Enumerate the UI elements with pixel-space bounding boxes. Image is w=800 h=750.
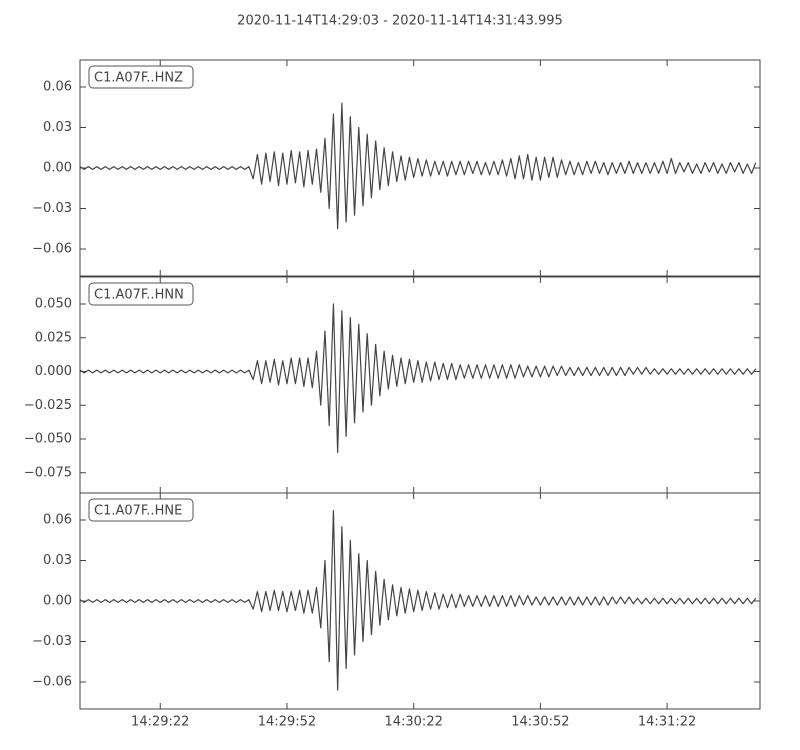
x-tick-label: 14:29:52 xyxy=(258,715,316,730)
legend-box xyxy=(88,498,194,522)
y-tick-label: 0.03 xyxy=(43,553,72,568)
y-tick-label: 0.06 xyxy=(43,513,72,528)
x-tick-label: 14:31:22 xyxy=(638,715,696,730)
legend-box xyxy=(88,282,194,306)
y-tick-label: 0.03 xyxy=(43,120,72,135)
y-tick-label: 0.050 xyxy=(35,297,72,312)
legend-label: C1.A07F..HNN xyxy=(94,288,184,303)
x-tick-label: 14:30:52 xyxy=(511,715,569,730)
y-tick-label: 0.000 xyxy=(35,364,72,379)
y-tick-label: −0.03 xyxy=(32,634,72,649)
chart-title: 2020-11-14T14:29:03 - 2020-11-14T14:31:4… xyxy=(237,14,563,29)
waveform xyxy=(79,303,757,454)
legend-label: C1.A07F..HNZ xyxy=(94,71,183,86)
y-tick-label: −0.050 xyxy=(24,432,72,447)
y-tick-label: −0.03 xyxy=(32,201,72,216)
x-tick-label: 14:30:22 xyxy=(384,715,442,730)
y-tick-label: 0.025 xyxy=(35,330,72,345)
panel-frame xyxy=(79,59,761,277)
x-tick-label: 14:29:22 xyxy=(131,715,189,730)
y-tick-label: −0.075 xyxy=(24,465,72,480)
waveform xyxy=(79,509,757,691)
y-tick-label: −0.06 xyxy=(32,242,72,257)
y-tick-label: 0.06 xyxy=(43,80,72,95)
waveform xyxy=(79,102,757,230)
y-tick-label: 0.00 xyxy=(43,161,72,176)
legend-box xyxy=(88,65,194,89)
legend-label: C1.A07F..HNE xyxy=(94,504,182,519)
panel-frame xyxy=(79,492,761,710)
y-tick-label: 0.00 xyxy=(43,594,72,609)
y-tick-label: −0.025 xyxy=(24,398,72,413)
y-tick-label: −0.06 xyxy=(32,675,72,690)
